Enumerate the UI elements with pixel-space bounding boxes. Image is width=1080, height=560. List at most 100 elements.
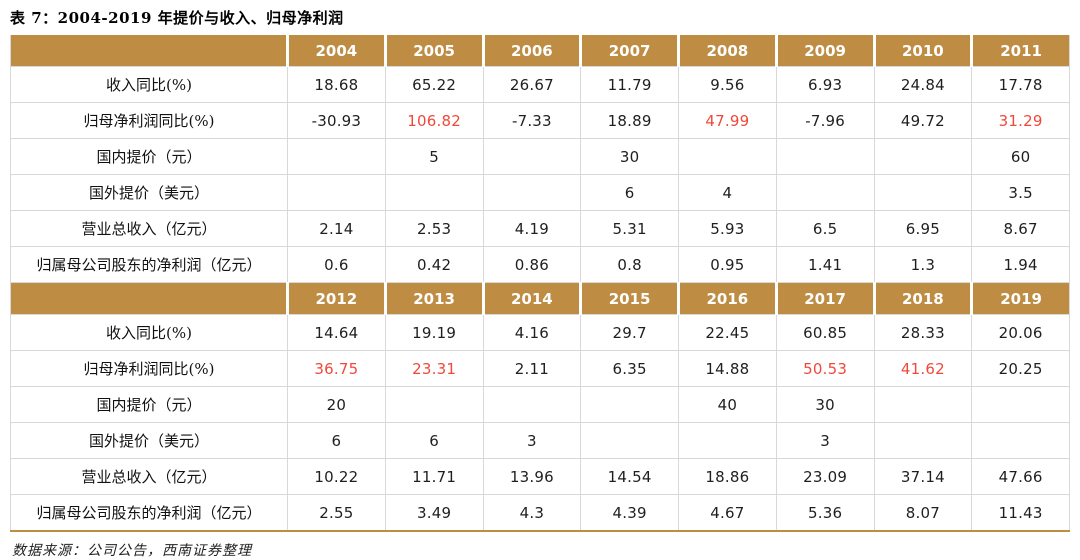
value-cell: 17.78 (971, 66, 1070, 103)
row-label: 归母净利润同比(%) (10, 350, 288, 387)
value-cell: 3 (482, 422, 582, 459)
row-label: 国外提价（美元） (10, 422, 288, 459)
value-cell (287, 174, 386, 211)
value-cell: 50.53 (775, 350, 875, 387)
year-header-2017: 2017 (774, 282, 874, 315)
value-cell: 31.29 (971, 102, 1070, 139)
value-cell: 6 (384, 422, 484, 459)
year-header-2012: 2012 (286, 282, 386, 315)
value-cell (775, 174, 875, 211)
row-label: 收入同比(%) (10, 66, 288, 103)
table-row: 国外提价（美元） 6 6 3 3 (10, 422, 1070, 459)
year-header-2011: 2011 (970, 35, 1070, 67)
value-cell: 9.56 (678, 66, 777, 103)
value-cell: 41.62 (873, 350, 973, 387)
value-cell: 10.22 (287, 458, 386, 495)
year-header-2005: 2005 (383, 35, 483, 67)
value-cell (482, 386, 582, 423)
value-cell (971, 386, 1070, 423)
value-cell: 5 (384, 138, 484, 175)
value-cell: 5.36 (775, 494, 875, 532)
value-cell: 22.45 (678, 314, 777, 351)
value-cell: 24.84 (873, 66, 973, 103)
value-cell: 18.86 (678, 458, 777, 495)
value-cell: 4.19 (482, 210, 582, 247)
value-cell: 23.31 (384, 350, 484, 387)
value-cell: 65.22 (384, 66, 484, 103)
value-cell: 3.49 (384, 494, 484, 532)
value-cell (873, 174, 973, 211)
value-cell: 6.93 (775, 66, 875, 103)
value-cell (580, 422, 679, 459)
value-cell (971, 422, 1070, 459)
value-cell: 14.54 (580, 458, 679, 495)
row-label: 收入同比(%) (10, 314, 288, 351)
value-cell: 2.55 (287, 494, 386, 532)
year-header-2008: 2008 (677, 35, 777, 67)
value-cell: 11.71 (384, 458, 484, 495)
value-cell (482, 138, 582, 175)
value-cell: 8.67 (971, 210, 1070, 247)
value-cell: 3.5 (971, 174, 1070, 211)
table-title: 表 7：2004-2019 年提价与收入、归母净利润 (10, 9, 344, 27)
value-cell: 20.25 (971, 350, 1070, 387)
price-revenue-table: 2004 2005 2006 2007 2008 2009 2010 2011 收入同比(%) 1… (10, 35, 1070, 532)
value-cell: 6.95 (873, 210, 973, 247)
value-cell (384, 386, 484, 423)
value-cell: 3 (775, 422, 875, 459)
value-cell: 18.68 (287, 66, 386, 103)
year-header-row: 2004 2005 2006 2007 2008 2009 2010 2011 (10, 35, 1070, 67)
table-row: 归母净利润同比(%) -30.93 106.82 -7.33 18.89 47.99 -7.… (10, 102, 1070, 139)
value-cell: 19.19 (384, 314, 484, 351)
value-cell (287, 138, 386, 175)
value-cell: 1.41 (775, 246, 875, 283)
year-header-2016: 2016 (677, 282, 777, 315)
value-cell: 0.86 (482, 246, 582, 283)
table-row: 国外提价（美元） 6 4 3.5 (10, 174, 1070, 211)
year-header-2010: 2010 (872, 35, 972, 67)
row-label: 归母净利润同比(%) (10, 102, 288, 139)
value-cell: 4.3 (482, 494, 582, 532)
row-label: 营业总收入（亿元） (10, 210, 288, 247)
year-header-2006: 2006 (481, 35, 581, 67)
value-cell: 4.67 (678, 494, 777, 532)
year-header-row: 2012 2013 2014 2015 2016 2017 2018 2019 (10, 282, 1070, 315)
value-cell: -30.93 (287, 102, 386, 139)
value-cell: 4.39 (580, 494, 679, 532)
value-cell: 30 (775, 386, 875, 423)
value-cell: 4.16 (482, 314, 582, 351)
value-cell: 11.43 (971, 494, 1070, 532)
value-cell: 26.67 (482, 66, 582, 103)
year-header-2015: 2015 (579, 282, 679, 315)
value-cell: 0.42 (384, 246, 484, 283)
value-cell: 23.09 (775, 458, 875, 495)
value-cell: 6 (287, 422, 386, 459)
row-label: 国外提价（美元） (10, 174, 288, 211)
row-label: 国内提价（元） (10, 138, 288, 175)
year-header-2014: 2014 (481, 282, 581, 315)
value-cell: 1.3 (873, 246, 973, 283)
year-header-2018: 2018 (872, 282, 972, 315)
value-cell: 8.07 (873, 494, 973, 532)
value-cell: 37.14 (873, 458, 973, 495)
value-cell: -7.33 (482, 102, 582, 139)
value-cell (775, 138, 875, 175)
table-row: 归属母公司股东的净利润（亿元） 0.6 0.42 0.86 0.8 0.95 1.41 1.3… (10, 246, 1070, 283)
value-cell: 20 (287, 386, 386, 423)
value-cell: 60 (971, 138, 1070, 175)
table-row: 营业总收入（亿元） 2.14 2.53 4.19 5.31 5.93 6.5 6.95 8.67 (10, 210, 1070, 247)
table-row: 归母净利润同比(%) 36.75 23.31 2.11 6.35 14.88 50.53 41… (10, 350, 1070, 387)
value-cell: 36.75 (287, 350, 386, 387)
value-cell (482, 174, 582, 211)
year-header-blank-cell (10, 35, 288, 67)
table-row: 收入同比(%) 14.64 19.19 4.16 29.7 22.45 60.85 28.33… (10, 314, 1070, 351)
value-cell: 0.6 (287, 246, 386, 283)
table-row: 归属母公司股东的净利润（亿元） 2.55 3.49 4.3 4.39 4.67 5.36 8.… (10, 494, 1070, 532)
row-label: 国内提价（元） (10, 386, 288, 423)
value-cell: 13.96 (482, 458, 582, 495)
year-header-2009: 2009 (774, 35, 874, 67)
row-label: 归属母公司股东的净利润（亿元） (10, 494, 288, 532)
value-cell: 14.88 (678, 350, 777, 387)
value-cell: 60.85 (775, 314, 875, 351)
value-cell: 6.5 (775, 210, 875, 247)
